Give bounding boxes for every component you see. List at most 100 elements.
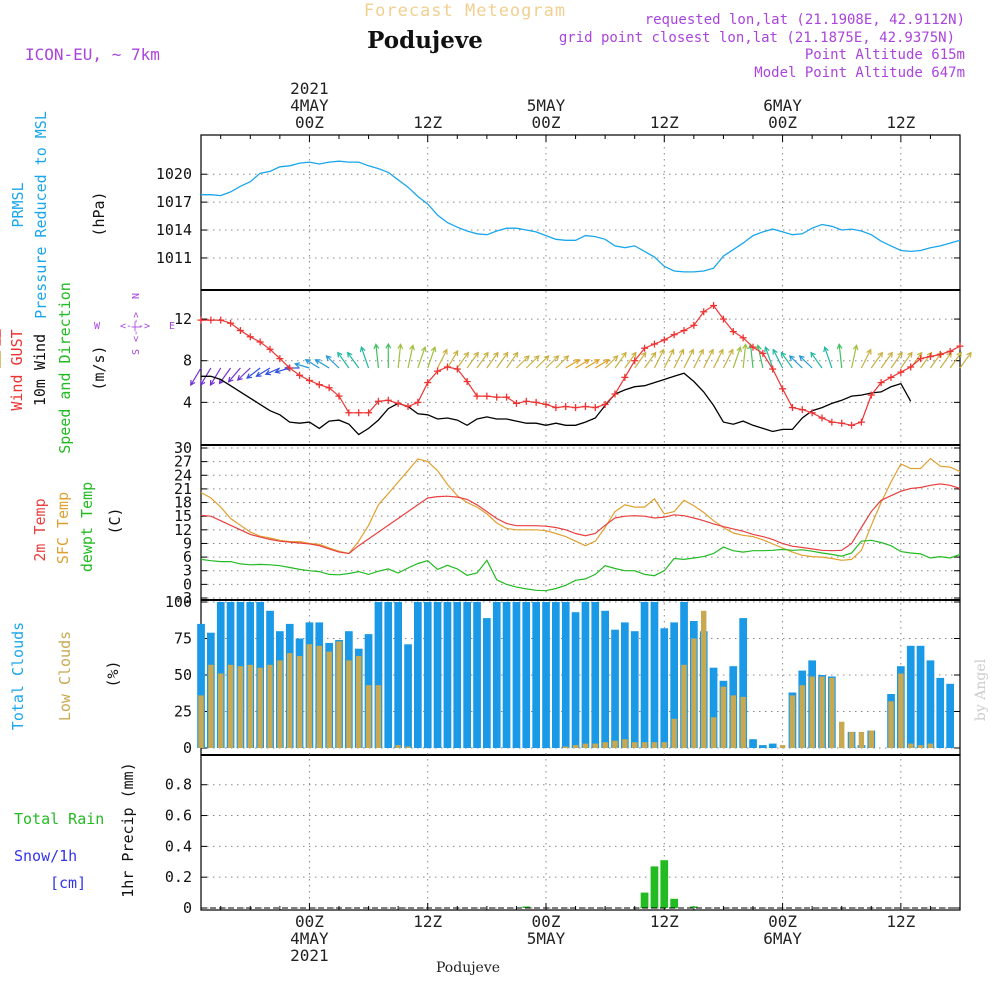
- rain-bar: [690, 906, 698, 908]
- total-cloud-bar: [384, 602, 393, 748]
- wind-arrow-shaft: [900, 352, 913, 369]
- gust-marker: [867, 391, 875, 399]
- total-cloud-bar: [759, 745, 767, 748]
- gust-marker: [424, 379, 432, 387]
- wind-direction-arrow: [346, 351, 360, 369]
- total-clouds-label: Total Clouds: [9, 622, 27, 730]
- wind-arrow-head: [852, 344, 859, 351]
- low-cloud-bar: [632, 742, 638, 748]
- y-tick-label: 0.6: [165, 807, 192, 825]
- wind-arrow-head: [385, 342, 392, 349]
- wind-direction-arrow: [525, 355, 540, 369]
- wind-arrow-head: [603, 359, 610, 365]
- wind-arrow-head: [593, 359, 601, 365]
- total-cloud-bar: [552, 602, 560, 748]
- y-tick-label: 27: [174, 453, 192, 471]
- wind-arrow-shaft: [604, 355, 619, 369]
- wind-direction-arrow: [780, 351, 793, 369]
- y-tick-label: 100: [165, 593, 192, 611]
- wind-arrow-head: [274, 368, 281, 374]
- wind-arrow-head: [264, 369, 271, 376]
- gust-marker: [384, 396, 392, 404]
- y-tick-label: 75: [174, 630, 192, 648]
- wind-arrow-shaft: [397, 344, 402, 369]
- low-cloud-bar: [287, 653, 293, 748]
- gust-marker: [512, 399, 520, 407]
- wind-arrow-head: [631, 351, 637, 358]
- wind-direction-arrow: [397, 343, 404, 369]
- top-time-label: 00Z: [295, 113, 324, 132]
- wind-direction-arrow: [663, 348, 675, 369]
- wind-direction-arrow: [545, 355, 560, 369]
- wind-arrow-head: [810, 351, 816, 358]
- wind-arrow-shaft: [810, 352, 823, 369]
- gust-marker: [877, 379, 885, 387]
- wind-arrow-shaft: [265, 367, 281, 375]
- wind-arrow-shaft: [295, 363, 310, 369]
- total-cloud-bar: [512, 602, 521, 748]
- gust-marker: [601, 400, 609, 408]
- wind-arrow-shaft: [772, 349, 784, 369]
- gust-marker: [936, 350, 944, 358]
- pressure-panel: 1011 1014 1017 1020: [156, 160, 961, 273]
- wind-arrow-shaft: [237, 367, 251, 381]
- wind-direction-arrow: [614, 351, 627, 369]
- gust-marker: [453, 365, 461, 373]
- y-tick-label: 8: [183, 352, 192, 370]
- wind-arrow-shaft: [375, 344, 380, 369]
- pressure-line: [201, 160, 961, 273]
- wind-dir-label: Speed and Direction: [56, 282, 74, 454]
- wind-direction-arrow: [959, 351, 972, 369]
- total-cloud-bar: [394, 602, 402, 748]
- wind-arrow-shaft: [722, 349, 734, 369]
- wind-arrow-head: [897, 351, 903, 358]
- low-cloud-bar: [641, 742, 648, 748]
- low-cloud-bar: [375, 685, 382, 748]
- wind-arrow-shaft: [683, 349, 694, 369]
- low-cloud-bar: [779, 745, 786, 748]
- wind-direction-arrow: [304, 359, 320, 369]
- compass-e: E: [169, 321, 175, 332]
- low-cloud-bar: [572, 745, 579, 748]
- wind-arrow-head: [698, 348, 704, 355]
- gust-marker: [710, 302, 718, 310]
- gust-marker: [325, 384, 333, 392]
- wind-direction-arrow: [486, 351, 499, 369]
- wind-arrow-head: [621, 351, 627, 358]
- gust-marker: [404, 403, 412, 411]
- panel-grids: [220, 135, 961, 910]
- compass-s: S: [131, 349, 142, 355]
- low-cloud-bar: [720, 686, 727, 748]
- low-clouds-label: Low Clouds: [56, 631, 74, 721]
- gust-marker: [660, 336, 668, 344]
- top-time-label: 2021: [290, 79, 329, 98]
- wind-arrow-head: [493, 351, 499, 358]
- bottom-time-label: 2021: [290, 946, 329, 965]
- gust-marker: [631, 357, 639, 365]
- gust-marker: [788, 404, 796, 412]
- wind-direction-arrow: [693, 348, 704, 369]
- total-cloud-bar: [542, 602, 550, 748]
- low-cloud-bar: [198, 695, 204, 748]
- y-tick-label: 6: [183, 548, 192, 566]
- wind-arrow-head: [798, 355, 805, 361]
- gust-marker: [256, 338, 264, 346]
- grid-point-coords: grid point closest lon,lat (21.1875E, 42…: [559, 30, 955, 46]
- low-cloud-bar: [208, 664, 214, 748]
- low-cloud-bar: [365, 685, 372, 748]
- total-cloud-bar: [561, 602, 570, 748]
- wind-direction-arrow: [742, 343, 749, 369]
- wind-arrow-head: [483, 351, 489, 358]
- total-cloud-bar: [749, 739, 757, 748]
- wind-arrow-shaft: [456, 352, 469, 369]
- gust-marker: [838, 419, 846, 427]
- wind-direction-arrow: [870, 351, 884, 369]
- wind-direction-arrow: [772, 348, 784, 369]
- y-tick-label: 12: [174, 521, 192, 539]
- wind-arrow-shaft: [890, 352, 903, 369]
- wind-direction-arrow: [755, 344, 764, 369]
- wind-arrow-shaft: [757, 345, 764, 369]
- wind-arrow-head: [337, 351, 343, 358]
- y-tick-label: 0: [183, 575, 192, 593]
